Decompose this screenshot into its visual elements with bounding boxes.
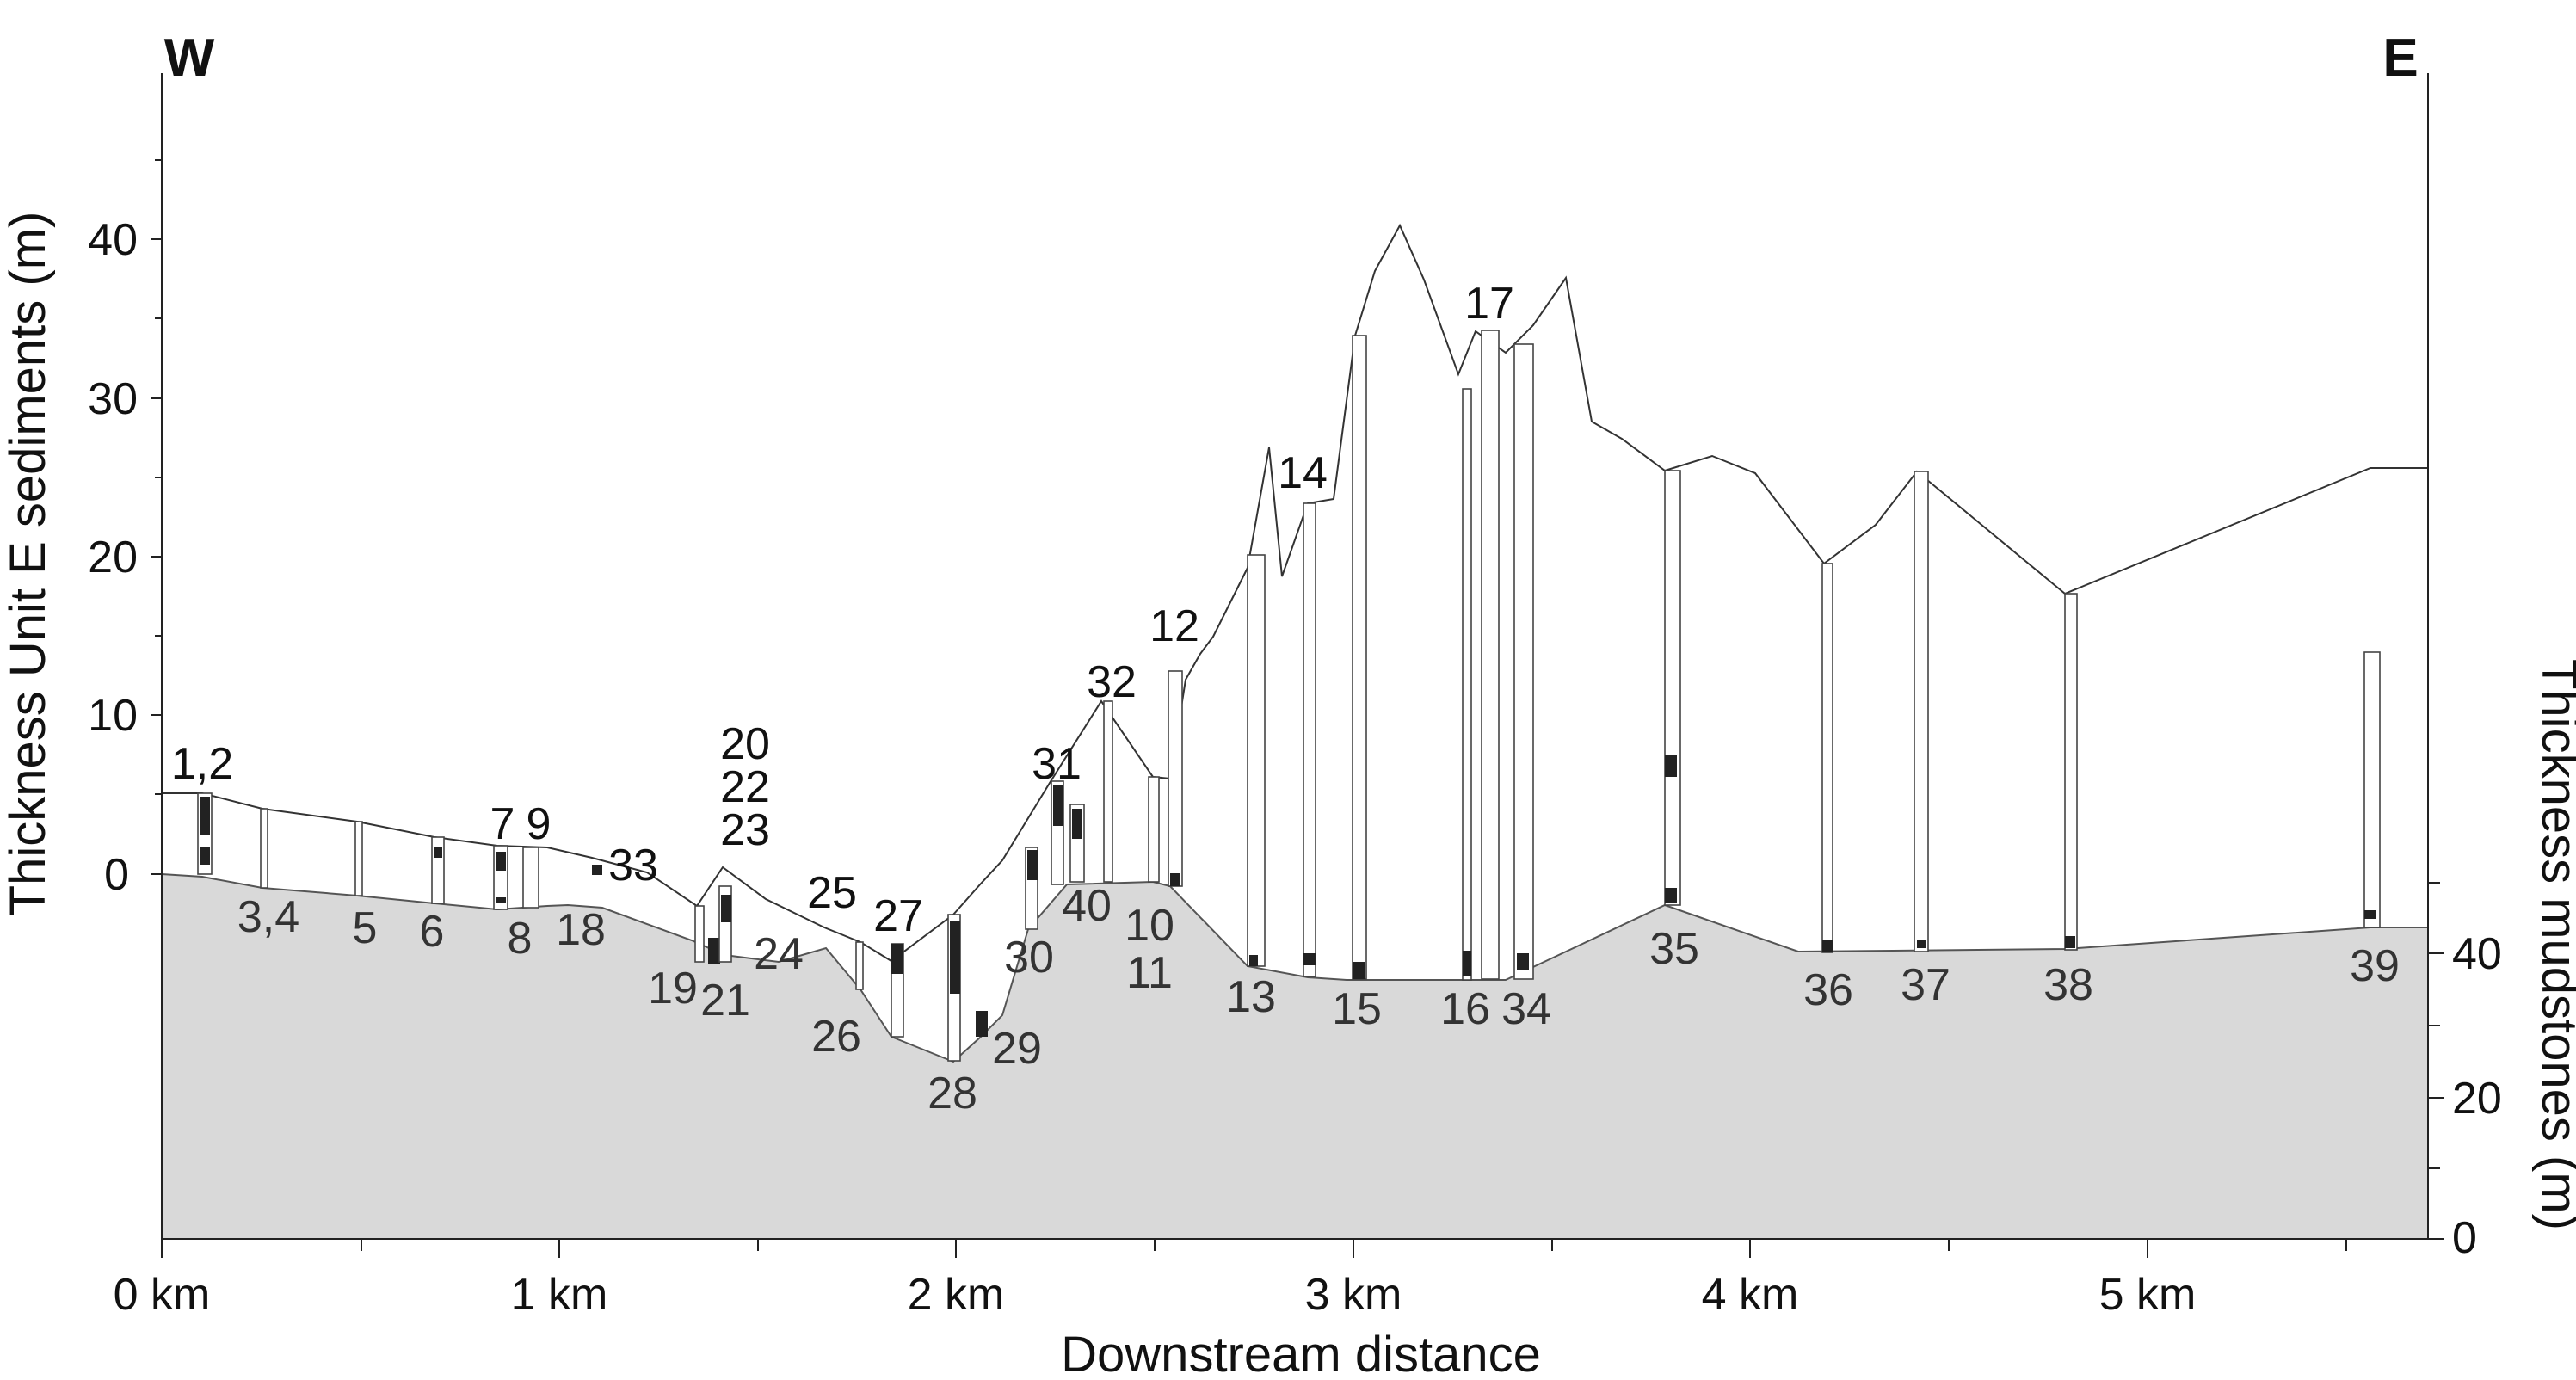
x-tick-3km: 3 km <box>1305 1270 1402 1320</box>
section-label: 37 <box>1901 960 1950 1010</box>
left-axis <box>151 73 163 1239</box>
right-axis <box>2427 73 2444 1240</box>
section-label: 23 <box>720 805 770 855</box>
right-tick-40: 40 <box>2452 929 2502 979</box>
x-tick-0km: 0 km <box>114 1270 211 1320</box>
section-label: 32 <box>1087 657 1137 707</box>
x-tick-1km: 1 km <box>511 1270 608 1320</box>
unit-e-top-profile <box>162 223 2428 963</box>
section-label: 17 <box>1464 279 1514 329</box>
section-label: 6 <box>420 907 445 957</box>
section-label: 13 <box>1226 972 1276 1022</box>
section-label: 16 <box>1440 984 1490 1034</box>
left-tick-20: 20 <box>88 533 138 582</box>
mudstone-area <box>161 872 2429 1240</box>
section-label: 30 <box>1004 933 1054 983</box>
section-label: 12 <box>1149 601 1199 651</box>
section-label: 21 <box>700 976 750 1026</box>
left-axis-title: Thickness Unit E sediments (m) <box>0 212 56 916</box>
section-label: 8 <box>508 914 533 964</box>
section-label: 7 <box>490 799 515 849</box>
east-label: E <box>2382 28 2418 88</box>
section-label: 18 <box>556 905 606 955</box>
section-label: 40 <box>1062 881 1112 931</box>
x-tick-5km: 5 km <box>2099 1270 2197 1320</box>
section-label: 27 <box>873 891 923 941</box>
left-tick-30: 30 <box>88 374 138 424</box>
section-label: 24 <box>754 929 804 979</box>
section-label: 20 <box>720 719 770 769</box>
section-label: 31 <box>1032 739 1082 789</box>
section-label: 38 <box>2043 960 2093 1010</box>
section-label: 10 <box>1125 901 1174 951</box>
x-tick-2km: 2 km <box>908 1270 1005 1320</box>
right-axis-title: Thickness mudstones (m) <box>2531 659 2576 1230</box>
log-columns <box>197 330 2381 1062</box>
section-label: 22 <box>720 762 770 812</box>
section-label: 9 <box>527 799 552 849</box>
section-label: 36 <box>1803 965 1853 1015</box>
section-label: 25 <box>807 868 857 918</box>
section-label: 3,4 <box>237 892 299 942</box>
left-tick-10: 10 <box>88 691 138 741</box>
section-labels-above: 1,2 7 9 33 20 22 23 25 27 31 32 12 14 17 <box>171 279 1514 941</box>
section-label: 26 <box>811 1012 861 1062</box>
left-tick-40: 40 <box>88 215 138 265</box>
section-label: 39 <box>2350 941 2400 991</box>
section-label: 15 <box>1332 984 1382 1034</box>
section-label: 29 <box>992 1024 1042 1074</box>
section-label: 14 <box>1278 448 1328 498</box>
section-label: 11 <box>1126 948 1173 998</box>
west-label: W <box>164 28 215 88</box>
left-tick-0: 0 <box>104 850 129 900</box>
right-tick-0: 0 <box>2452 1213 2477 1263</box>
section-label: 1,2 <box>171 739 233 789</box>
x-axis-title: Downstream distance <box>1061 1327 1541 1380</box>
section-label: 34 <box>1501 984 1551 1034</box>
bottom-axis <box>161 1238 2428 1258</box>
section-label: 33 <box>608 841 658 890</box>
section-label: 28 <box>927 1069 977 1118</box>
section-label: 35 <box>1649 924 1699 974</box>
right-tick-20: 20 <box>2452 1074 2502 1124</box>
section-label: 5 <box>353 903 378 953</box>
section-labels-below: 3,4 5 6 8 18 19 21 24 26 28 29 30 40 10 … <box>237 881 2400 1118</box>
section-label: 19 <box>648 964 698 1013</box>
x-tick-4km: 4 km <box>1702 1270 1799 1320</box>
